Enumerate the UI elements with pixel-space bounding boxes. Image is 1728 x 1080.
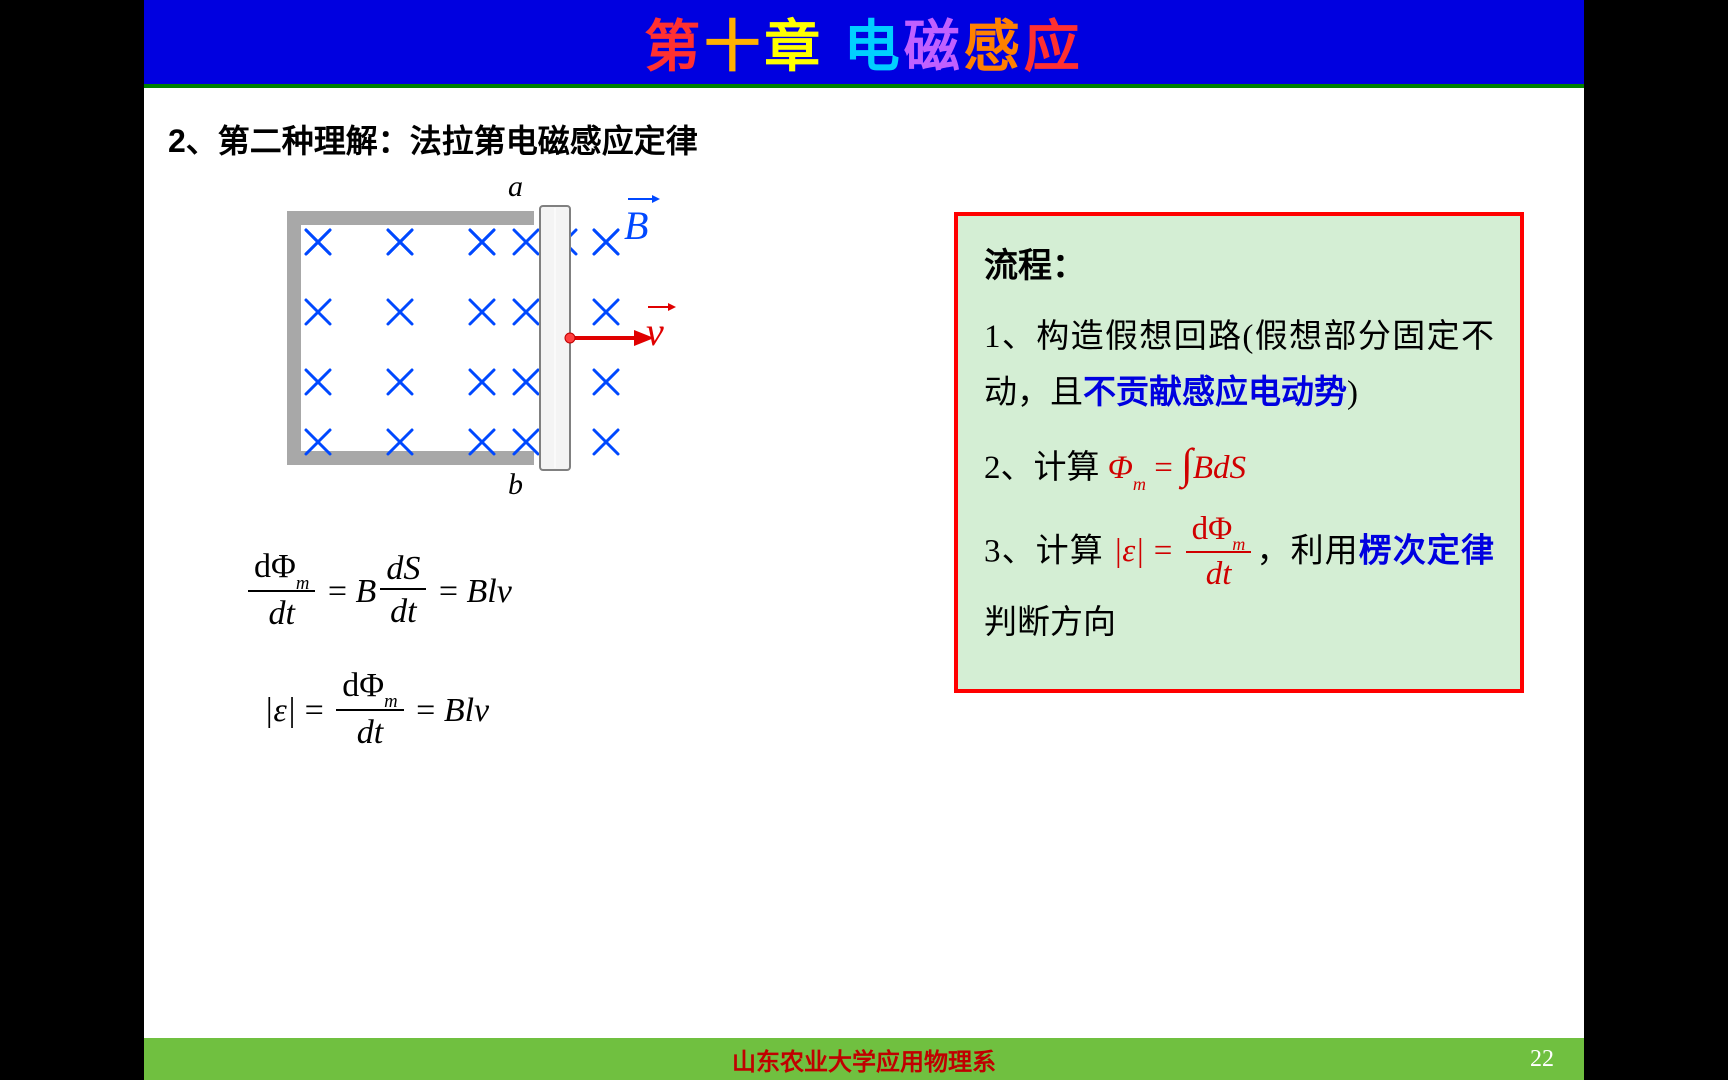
process-step-3: 3、计算 |ε| = dΦmdt ，利用楞次定律判断方向 — [984, 511, 1494, 651]
label-b: b — [508, 468, 523, 502]
step3-den: dt — [1200, 553, 1238, 596]
eq2-rhs: Blv — [444, 692, 489, 730]
step3-eq: = — [1144, 533, 1181, 569]
eq2-lhs: |ε| — [264, 692, 296, 730]
eq1-sub: m — [296, 573, 310, 594]
step3-pre: 3、计算 — [984, 533, 1113, 569]
left-column: a b B v dΦm dt = B dS dt = — [184, 178, 804, 785]
process-heading: 流程： — [984, 238, 1494, 294]
step1-post: ) — [1347, 375, 1358, 411]
step3-numsub: m — [1232, 534, 1245, 554]
label-B: B — [624, 202, 648, 249]
process-box: 流程： 1、构造假想回路(假想部分固定不动，且不贡献感应电动势) 2、计算 Φm… — [954, 212, 1524, 693]
eq1-B: B — [356, 573, 377, 611]
equation-2: |ε| = dΦm dt = Blv — [264, 667, 804, 756]
title-char: 第 — [644, 15, 704, 78]
eq1-num: dΦ — [254, 548, 296, 585]
step1-blue: 不贡献感应电动势 — [1083, 373, 1347, 410]
section-title: 2、第二种理解：法拉第电磁感应定律 — [168, 116, 1560, 162]
process-step-1: 1、构造假想回路(假想部分固定不动，且不贡献感应电动势) — [984, 310, 1494, 420]
step3-post: 判断方向 — [984, 605, 1116, 641]
x-crosses — [306, 230, 618, 254]
eq2-num: dΦ — [342, 667, 384, 704]
process-step-2: 2、计算 Φm = ∫BdS — [984, 430, 1494, 501]
title-char: 应 — [1024, 15, 1084, 78]
step3-lhs: |ε| — [1113, 533, 1144, 569]
eq1-midden: dt — [384, 590, 422, 634]
eq1-midnum: dS — [380, 550, 426, 589]
title-char: 磁 — [904, 15, 964, 78]
step2-pre: 2、计算 — [984, 450, 1108, 486]
step2-lhs: Φ — [1108, 450, 1133, 486]
title-char: 电 — [844, 15, 904, 78]
slide: 第十章 电磁感应 2、第二种理解：法拉第电磁感应定律 — [144, 0, 1584, 1080]
slide-content: 2、第二种理解：法拉第电磁感应定律 — [144, 88, 1584, 1038]
rod-dot — [565, 333, 575, 343]
step3-blue: 楞次定律 — [1359, 531, 1494, 568]
eq2-den: dt — [351, 711, 389, 755]
title-char: 感 — [964, 15, 1024, 78]
eq1-rhs: Blv — [467, 573, 512, 611]
equation-1: dΦm dt = B dS dt = Blv — [244, 548, 804, 637]
title-char: 十 — [704, 15, 764, 78]
slide-footer: 山东农业大学应用物理系 22 — [144, 1038, 1584, 1080]
page-number: 22 — [1530, 1046, 1554, 1073]
footer-text: 山东农业大学应用物理系 — [732, 1042, 996, 1077]
label-a: a — [508, 170, 523, 204]
equations: dΦm dt = B dS dt = Blv |ε| = — [244, 548, 804, 755]
title-char — [824, 15, 844, 78]
title-char: 章 — [764, 15, 824, 78]
step2-rhs: BdS — [1193, 450, 1246, 486]
chapter-title: 第十章 电磁感应 — [644, 2, 1084, 83]
step2-int: ∫ — [1181, 441, 1193, 488]
step3-mid: ，利用 — [1255, 533, 1358, 569]
circuit-diagram: a b B v — [264, 178, 724, 518]
step2-eq: = — [1146, 450, 1181, 486]
eq2-sub: m — [384, 691, 398, 712]
eq1-den: dt — [262, 592, 300, 636]
step2-sub: m — [1133, 474, 1146, 494]
slide-header: 第十章 电磁感应 — [144, 0, 1584, 88]
step3-num: dΦ — [1192, 511, 1233, 547]
label-v: v — [646, 308, 664, 355]
